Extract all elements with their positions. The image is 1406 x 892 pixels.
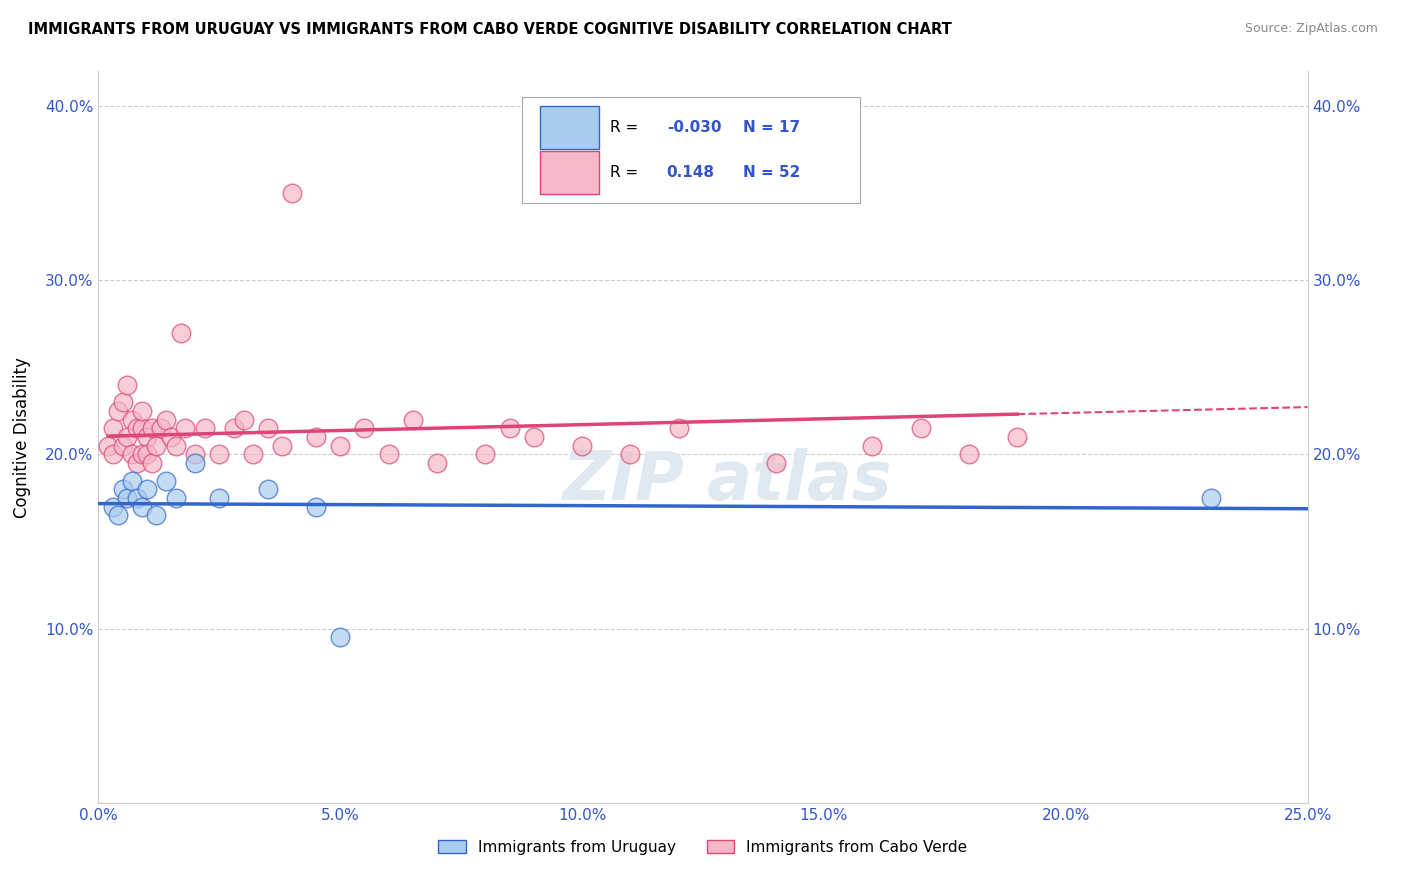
Point bbox=[111, 395, 134, 409]
Point bbox=[107, 508, 129, 523]
Text: N = 17: N = 17 bbox=[742, 120, 800, 136]
Point bbox=[165, 491, 187, 505]
Point bbox=[242, 448, 264, 462]
Point bbox=[957, 448, 980, 462]
Text: -0.030: -0.030 bbox=[666, 120, 721, 136]
Point bbox=[256, 421, 278, 435]
Text: N = 52: N = 52 bbox=[742, 165, 800, 179]
Point bbox=[1007, 430, 1029, 444]
Point bbox=[910, 421, 932, 435]
Point bbox=[222, 421, 245, 435]
Point bbox=[498, 421, 520, 435]
Text: Source: ZipAtlas.com: Source: ZipAtlas.com bbox=[1244, 22, 1378, 36]
FancyBboxPatch shape bbox=[540, 151, 599, 194]
Point bbox=[426, 456, 449, 470]
Point bbox=[111, 483, 134, 497]
Point bbox=[165, 439, 187, 453]
FancyBboxPatch shape bbox=[522, 97, 860, 203]
Point bbox=[127, 456, 149, 470]
Point bbox=[377, 448, 399, 462]
Point bbox=[523, 430, 546, 444]
Point bbox=[619, 448, 641, 462]
Point bbox=[305, 430, 328, 444]
Point bbox=[135, 483, 157, 497]
Point bbox=[131, 404, 153, 418]
Point bbox=[117, 377, 139, 392]
Point bbox=[353, 421, 375, 435]
Point bbox=[131, 421, 153, 435]
Point bbox=[402, 412, 425, 426]
Point bbox=[329, 439, 352, 453]
Point bbox=[281, 186, 304, 201]
Point bbox=[765, 456, 787, 470]
Point bbox=[208, 491, 231, 505]
Point bbox=[208, 448, 231, 462]
Point bbox=[194, 421, 217, 435]
Point bbox=[141, 421, 163, 435]
Point bbox=[117, 430, 139, 444]
Point bbox=[160, 430, 183, 444]
Point bbox=[145, 508, 167, 523]
Point bbox=[131, 448, 153, 462]
Point bbox=[107, 404, 129, 418]
Point bbox=[145, 439, 167, 453]
Point bbox=[184, 448, 207, 462]
Point bbox=[111, 439, 134, 453]
Y-axis label: Cognitive Disability: Cognitive Disability bbox=[13, 357, 31, 517]
Point bbox=[184, 456, 207, 470]
Point bbox=[271, 439, 294, 453]
Text: ZIP atlas: ZIP atlas bbox=[562, 448, 891, 514]
Text: R =: R = bbox=[610, 120, 638, 136]
Point bbox=[117, 491, 139, 505]
Point bbox=[155, 474, 177, 488]
Point bbox=[155, 412, 177, 426]
Point bbox=[101, 448, 124, 462]
Point bbox=[141, 456, 163, 470]
Point bbox=[101, 421, 124, 435]
Point bbox=[131, 500, 153, 514]
Point bbox=[135, 448, 157, 462]
Text: R =: R = bbox=[610, 165, 638, 179]
Point bbox=[101, 500, 124, 514]
Point bbox=[1199, 491, 1222, 505]
Point bbox=[668, 421, 690, 435]
Point bbox=[97, 439, 120, 453]
Legend: Immigrants from Uruguay, Immigrants from Cabo Verde: Immigrants from Uruguay, Immigrants from… bbox=[432, 834, 974, 861]
Point bbox=[256, 483, 278, 497]
Point bbox=[174, 421, 197, 435]
FancyBboxPatch shape bbox=[540, 106, 599, 149]
Point bbox=[150, 421, 173, 435]
Point bbox=[127, 421, 149, 435]
Point bbox=[860, 439, 883, 453]
Text: IMMIGRANTS FROM URUGUAY VS IMMIGRANTS FROM CABO VERDE COGNITIVE DISABILITY CORRE: IMMIGRANTS FROM URUGUAY VS IMMIGRANTS FR… bbox=[28, 22, 952, 37]
Point bbox=[232, 412, 254, 426]
Point bbox=[305, 500, 328, 514]
Point bbox=[127, 491, 149, 505]
Point bbox=[329, 631, 352, 645]
Point bbox=[571, 439, 593, 453]
Point bbox=[121, 412, 143, 426]
Point bbox=[169, 326, 191, 340]
Text: 0.148: 0.148 bbox=[666, 165, 714, 179]
Point bbox=[135, 430, 157, 444]
Point bbox=[121, 474, 143, 488]
Point bbox=[121, 448, 143, 462]
Point bbox=[474, 448, 496, 462]
